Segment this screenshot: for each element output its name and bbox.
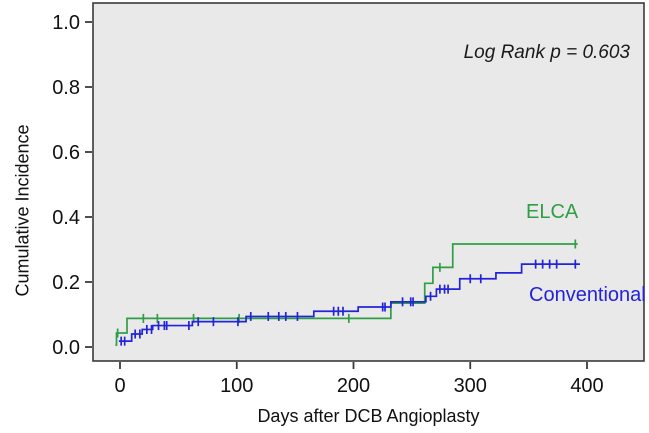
conventional-series-label: Conventional: [529, 284, 646, 306]
x-tick-label: 100: [220, 375, 253, 397]
y-tick-label: 0.4: [52, 207, 80, 229]
plot-frame: [92, 2, 645, 362]
x-tick-label: 300: [454, 375, 487, 397]
log-rank-annotation: Log Rank p = 0.603: [463, 42, 630, 63]
plot-area: [93, 3, 644, 361]
y-tick-label: 1.0: [52, 12, 80, 34]
x-tick-label: 200: [337, 375, 370, 397]
y-tick-label: 0.2: [52, 272, 80, 294]
y-tick-label: 0.8: [52, 77, 80, 99]
x-axis-title: Days after DCB Angioplasty: [257, 406, 480, 426]
y-tick-label: 0.6: [52, 142, 80, 164]
y-axis-title: Cumulative Incidence: [12, 124, 33, 297]
y-tick-label: 0.0: [52, 337, 80, 359]
x-tick-label: 0: [114, 375, 125, 397]
x-tick-label: 400: [570, 375, 603, 397]
elca-series-label: ELCA: [526, 201, 579, 223]
